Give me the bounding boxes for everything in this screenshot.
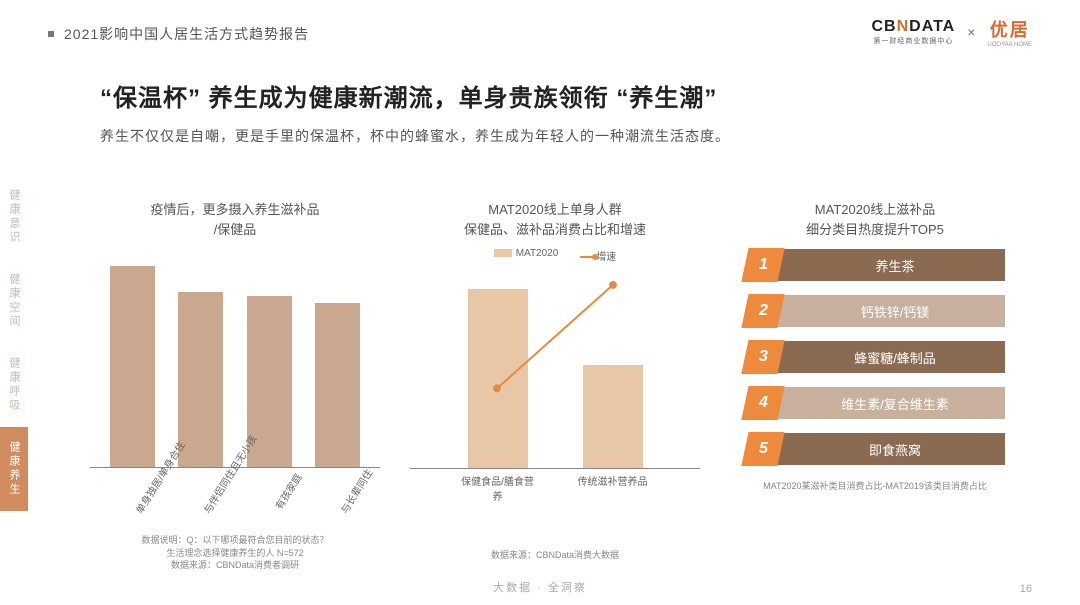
chart2-bar-1: [583, 365, 643, 468]
legend-bar-label: MAT2020: [516, 248, 559, 259]
top5-rank-5: 5: [741, 432, 784, 466]
panel1-title-l2: /保健品: [214, 222, 257, 237]
report-header: 2021影响中国人居生活方式趋势报告: [48, 24, 309, 44]
panel3-title: MAT2020线上滋补品 细分类目热度提升TOP5: [730, 200, 1020, 240]
chart2-bar-0: [468, 289, 528, 468]
panel1-fn-1: 数据说明：Q：以下哪项最符合您目前的状态？: [141, 535, 328, 545]
top5-label-4: 维生素/复合维生素: [777, 387, 1005, 419]
top5-rank-4: 4: [741, 386, 784, 420]
chart1-xlabel-0: 单身独居/单身合住: [131, 470, 206, 540]
panel2-title-l2: 保健品、滋补品消费占比和增速: [464, 222, 646, 237]
page-subtitle: 养生不仅仅是自嘲，更是手里的保温杯，杯中的蜂蜜水，养生成为年轻人的一种潮流生活态…: [100, 126, 730, 146]
chart1-xlabel-1: 与伴侣同住且无小孩: [199, 470, 274, 540]
report-title: 2021影响中国人居生活方式趋势报告: [64, 24, 309, 44]
panel-bar-line-singles: MAT2020线上单身人群 保健品、滋补品消费占比和增速 MAT2020 增速 …: [410, 200, 700, 572]
legend-bar: MAT2020: [494, 248, 559, 263]
sidebar-item-1[interactable]: 健康空间: [0, 259, 28, 343]
panel2-title-l1: MAT2020线上单身人群: [488, 202, 621, 217]
top5-row-5: 5即食燕窝: [745, 432, 1005, 466]
panels-row: 疫情后，更多摄入养生滋补品 /保健品 单身独居/单身合住与伴侣同住且无小孩有孩家…: [90, 200, 1020, 572]
youju-text: 优居: [990, 16, 1030, 42]
top5-label-5: 即食燕窝: [777, 433, 1005, 465]
chart2-xlabel-0: 保健食品/膳食营养: [458, 473, 538, 503]
top5-label-1: 养生茶: [777, 249, 1005, 281]
panel1-title-l1: 疫情后，更多摄入养生滋补品: [150, 202, 319, 217]
chart2-legend: MAT2020 增速: [410, 248, 700, 263]
top5-label-2: 钙铁锌/钙镁: [777, 295, 1005, 327]
sidebar-nav: 健康意识 健康空间 健康呼吸 健康养生: [0, 175, 28, 511]
top5-row-4: 4维生素/复合维生素: [745, 386, 1005, 420]
logo-separator: ×: [967, 24, 975, 40]
panel1-title: 疫情后，更多摄入养生滋补品 /保健品: [90, 200, 380, 240]
top5-label-3: 蜂蜜糖/蜂制品: [777, 341, 1005, 373]
youju-sub: UOOYAA HOME: [987, 42, 1032, 48]
panel2-title: MAT2020线上单身人群 保健品、滋补品消费占比和增速: [410, 200, 700, 240]
sidebar-item-3[interactable]: 健康养生: [0, 427, 28, 511]
panel2-footnote: 数据来源：CBNData消费大数据: [410, 549, 700, 562]
panel3-title-l2: 细分类目热度提升TOP5: [806, 222, 944, 237]
top5-row-3: 3蜂蜜糖/蜂制品: [745, 340, 1005, 374]
panel-barchart-household: 疫情后，更多摄入养生滋补品 /保健品 单身独居/单身合住与伴侣同住且无小孩有孩家…: [90, 200, 380, 572]
cbn-text-n: N: [897, 18, 910, 35]
cbn-text-b: DATA: [909, 18, 955, 35]
panel-top5-list: MAT2020线上滋补品 细分类目热度提升TOP5 1养生茶 2钙铁锌/钙镁 3蜂蜜…: [730, 200, 1020, 572]
panel1-fn-3: 数据来源：CBNData消费者调研: [171, 560, 299, 570]
top5-row-1: 1养生茶: [745, 248, 1005, 282]
header-marker: [48, 31, 54, 37]
top5-rank-1: 1: [741, 248, 784, 282]
page-number: 16: [1020, 583, 1032, 595]
chart1-bar-3: [315, 303, 360, 467]
sidebar-item-0[interactable]: 健康意识: [0, 175, 28, 259]
cbn-subtitle: 第一财经商业数据中心: [873, 36, 953, 46]
top5-rank-3: 3: [741, 340, 784, 374]
chart1-xlabel-3: 与长辈同住: [336, 470, 411, 540]
sidebar-item-2[interactable]: 健康呼吸: [0, 343, 28, 427]
chart1-xlabel-2: 有孩家庭: [268, 470, 343, 540]
chart1-bar-0: [110, 266, 155, 467]
chart2-plot: [410, 269, 700, 469]
top5-row-2: 2钙铁锌/钙镁: [745, 294, 1005, 328]
legend-line: 增速: [580, 248, 616, 263]
cbndata-logo: CBNDATA 第一财经商业数据中心: [872, 18, 956, 46]
panel1-fn-2: 生活理念选择健康养生的人 N=572: [166, 548, 303, 558]
panel3-footnote: MAT2020某滋补类目消费占比-MAT2019该类目消费占比: [730, 480, 1020, 493]
panel3-title-l1: MAT2020线上滋补品: [815, 202, 935, 217]
page-title: “保温杯” 养生成为健康新潮流，单身贵族领衔 “养生潮”: [100, 78, 717, 113]
chart2-xlabel-1: 传统滋补营养品: [573, 473, 653, 503]
chart1-bar-1: [178, 292, 223, 467]
logo-block: CBNDATA 第一财经商业数据中心 × 优居 UOOYAA HOME: [872, 16, 1033, 48]
panel1-footnote: 数据说明：Q：以下哪项最符合您目前的状态？ 生活理念选择健康养生的人 N=572…: [90, 534, 380, 572]
cbn-text-a: CB: [872, 18, 897, 35]
youju-logo: 优居 UOOYAA HOME: [987, 16, 1032, 48]
top5-rank-2: 2: [741, 294, 784, 328]
legend-line-label: 增速: [596, 252, 616, 263]
footer-tagline: 大数据 · 全洞察: [0, 579, 1080, 595]
chart1-plot: [90, 248, 380, 468]
